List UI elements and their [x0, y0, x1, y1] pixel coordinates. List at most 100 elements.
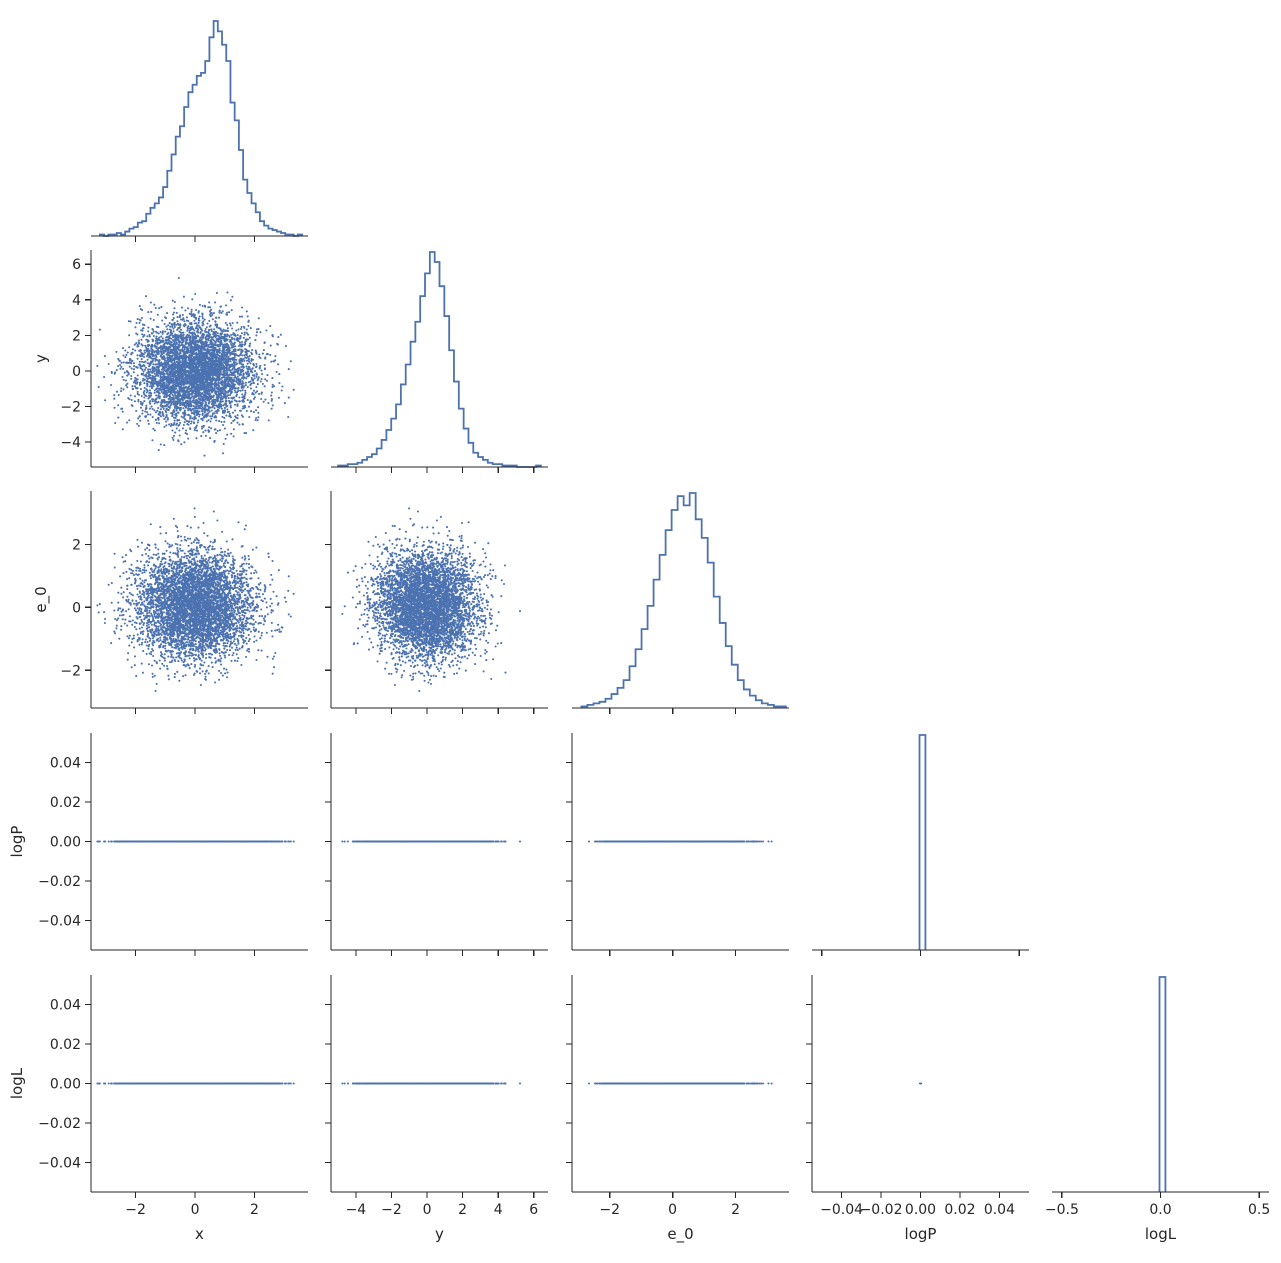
scatter-point	[245, 365, 248, 368]
scatter-point	[176, 402, 179, 405]
scatter-point	[233, 338, 236, 341]
scatter-point	[225, 390, 228, 393]
scatter-point	[171, 429, 174, 432]
scatter-point	[163, 418, 166, 421]
scatter-point	[145, 338, 148, 341]
scatter-point	[151, 360, 154, 363]
scatter-point	[213, 328, 216, 331]
scatter-point	[156, 409, 159, 412]
scatter-point	[139, 355, 142, 358]
scatter-point	[189, 381, 192, 384]
scatter-point	[158, 341, 161, 345]
scatter-point	[187, 437, 190, 440]
scatter-point	[270, 360, 273, 363]
scatter-point	[198, 398, 201, 401]
scatter-point	[135, 409, 138, 412]
scatter-point	[198, 410, 201, 413]
scatter-point	[147, 374, 151, 377]
scatter-point	[151, 338, 154, 341]
scatter-point	[199, 382, 202, 385]
scatter-point	[260, 369, 263, 372]
scatter-point	[246, 398, 249, 402]
scatter-point	[153, 402, 156, 405]
scatter-point	[241, 380, 244, 383]
scatter-point	[225, 400, 228, 403]
scatter-point	[167, 368, 170, 371]
scatter-point	[182, 339, 185, 342]
scatter-point	[225, 395, 229, 398]
scatter-point	[157, 380, 160, 383]
scatter-point	[162, 414, 165, 417]
scatter-point	[199, 360, 202, 363]
scatter-point	[187, 336, 190, 339]
scatter-point	[231, 350, 235, 353]
scatter-point	[200, 376, 203, 379]
scatter-point	[241, 350, 244, 353]
scatter-point	[261, 382, 264, 385]
scatter-point	[141, 333, 144, 336]
scatter-point	[162, 367, 165, 370]
scatter-point	[247, 365, 250, 368]
scatter-point	[182, 324, 185, 327]
scatter-point	[214, 348, 217, 351]
scatter-point	[206, 385, 209, 388]
scatter-point	[208, 301, 211, 304]
scatter-point	[189, 407, 192, 410]
scatter-point	[97, 386, 100, 389]
scatter-point	[121, 347, 125, 350]
scatter-point	[179, 369, 182, 372]
scatter-point	[229, 371, 232, 374]
scatter-point	[221, 348, 225, 351]
scatter-point	[229, 360, 232, 363]
scatter-point	[186, 377, 189, 381]
scatter-point	[228, 352, 231, 355]
scatter-point	[162, 375, 166, 378]
scatter-point	[209, 437, 212, 440]
scatter-point	[189, 350, 193, 353]
scatter-point	[163, 444, 166, 447]
scatter-point	[137, 424, 140, 427]
scatter-point	[138, 415, 141, 418]
scatter-point	[171, 318, 174, 321]
scatter-point	[158, 397, 161, 400]
scatter-point	[194, 317, 198, 320]
scatter-point	[193, 336, 196, 339]
scatter-point	[221, 409, 225, 412]
scatter-point	[233, 374, 237, 377]
scatter-point	[210, 367, 213, 370]
scatter-point	[181, 337, 184, 340]
scatter-point	[254, 366, 258, 369]
scatter-point	[163, 384, 166, 387]
scatter-point	[167, 332, 170, 335]
scatter-point	[164, 349, 168, 352]
scatter-point	[185, 381, 188, 384]
scatter-point	[143, 400, 146, 403]
scatter-point	[148, 356, 151, 359]
scatter-point	[149, 382, 152, 385]
scatter-point	[193, 341, 196, 345]
scatter-point	[155, 380, 158, 383]
scatter-point	[230, 388, 233, 391]
scatter-point	[199, 363, 202, 366]
scatter-point	[193, 322, 196, 325]
scatter-point	[176, 345, 179, 348]
scatter-point	[174, 339, 177, 342]
scatter-point	[213, 415, 217, 418]
scatter-point	[205, 380, 208, 383]
scatter-point	[155, 355, 158, 358]
scatter-point	[201, 397, 204, 400]
scatter-point	[243, 407, 246, 410]
scatter-point	[168, 322, 171, 325]
scatter-point	[243, 404, 246, 407]
scatter-point	[184, 360, 187, 363]
scatter-point	[250, 369, 253, 372]
scatter-point	[231, 367, 234, 370]
scatter-point	[195, 414, 198, 417]
scatter-point	[167, 324, 170, 327]
scatter-point	[149, 301, 152, 304]
scatter-point	[195, 370, 198, 373]
scatter-point	[190, 376, 194, 379]
scatter-point	[269, 324, 272, 328]
scatter-point	[176, 383, 179, 386]
scatter-point	[135, 366, 138, 369]
